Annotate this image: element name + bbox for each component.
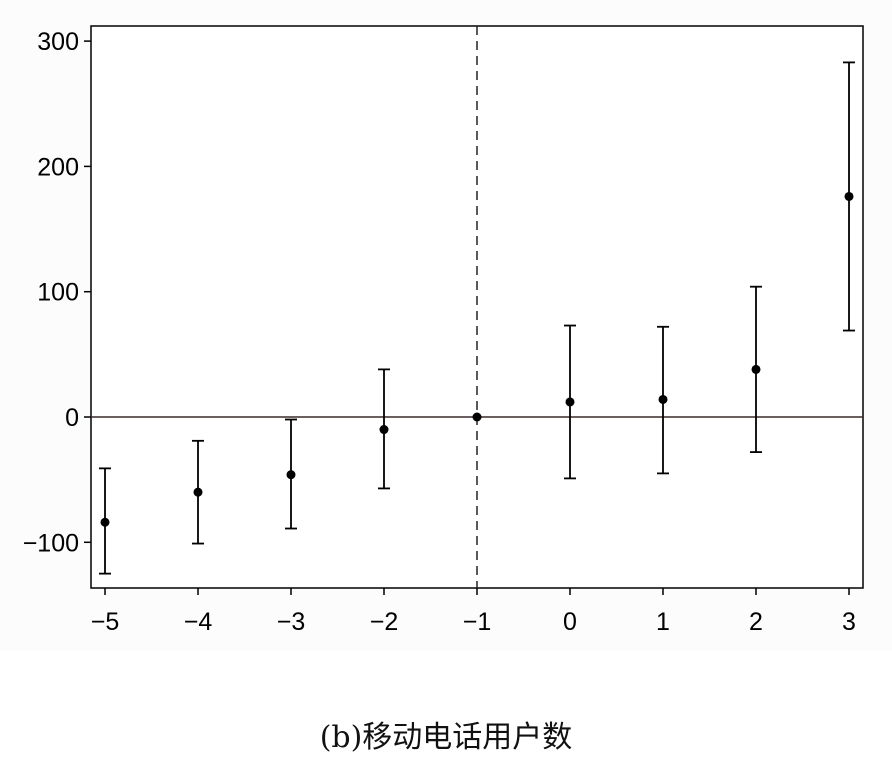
data-point	[751, 364, 761, 374]
x-tick-label: −4	[184, 608, 213, 636]
x-tick-label: −2	[370, 608, 399, 636]
event-study-chart: 300 200 100 0 −100 −5 −4 −3 −2 −1 0 1 2 3	[23, 25, 864, 636]
y-tick-label: 0	[65, 404, 79, 432]
data-point	[472, 412, 482, 422]
x-tick-label: 3	[842, 608, 856, 636]
data-point	[844, 191, 854, 201]
data-point	[100, 517, 110, 527]
data-point	[565, 397, 575, 407]
x-tick-label: 1	[656, 608, 670, 636]
y-tick-label: −100	[23, 529, 79, 557]
x-tick-label: 2	[749, 608, 763, 636]
data-point	[379, 425, 389, 435]
x-tick-label: 0	[563, 608, 577, 636]
data-point	[658, 394, 668, 404]
x-tick-label: −1	[463, 608, 492, 636]
plot-frame	[90, 25, 864, 589]
data-point	[286, 470, 296, 480]
figure-caption: (b)移动电话用户数	[319, 720, 573, 755]
y-tick-label: 200	[37, 153, 79, 181]
y-tick-label: 300	[37, 28, 79, 56]
data-point	[193, 487, 203, 497]
y-tick-label: 100	[37, 279, 79, 307]
x-tick-label: −5	[91, 608, 120, 636]
x-tick-label: −3	[277, 608, 306, 636]
